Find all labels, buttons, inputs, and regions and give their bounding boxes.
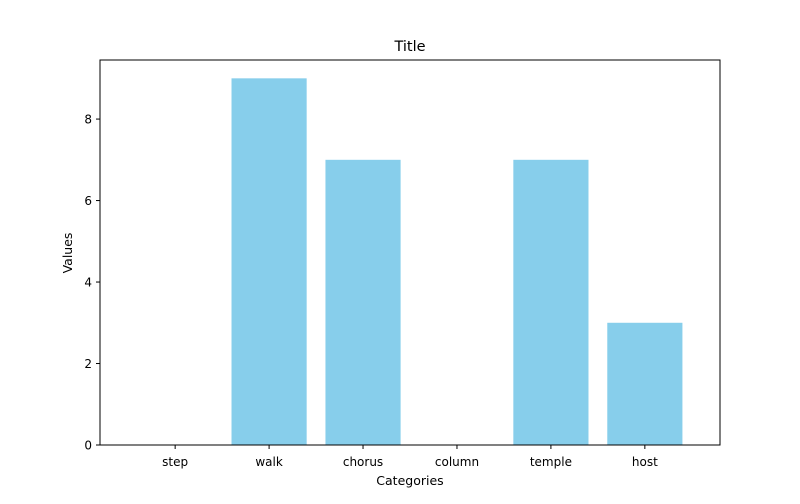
x-tick-label: step <box>162 455 188 469</box>
bar-temple <box>513 159 589 445</box>
plot-frame <box>99 59 721 446</box>
bar-chorus <box>325 159 401 445</box>
bar-walk <box>231 78 307 445</box>
x-tick-label: column <box>435 455 479 469</box>
y-tick-label: 0 <box>84 439 92 453</box>
y-tick-label: 2 <box>84 357 92 371</box>
y-tick-label: 6 <box>84 194 92 208</box>
x-axis-ticks: step walk chorus column temple host <box>162 445 658 469</box>
y-tick-label: 4 <box>84 276 92 290</box>
x-tick-label: temple <box>530 455 572 469</box>
bars-layer <box>231 78 683 445</box>
x-tick-label: chorus <box>343 455 383 469</box>
bar-host <box>607 322 683 445</box>
x-tick-label: walk <box>255 455 283 469</box>
x-axis-label: Categories <box>376 473 443 488</box>
y-tick-label: 8 <box>84 113 92 127</box>
y-axis-label: Values <box>60 233 75 274</box>
y-axis-ticks: 0 2 4 6 8 <box>84 113 100 453</box>
chart-title: Title <box>393 39 425 55</box>
x-tick-label: host <box>632 455 658 469</box>
